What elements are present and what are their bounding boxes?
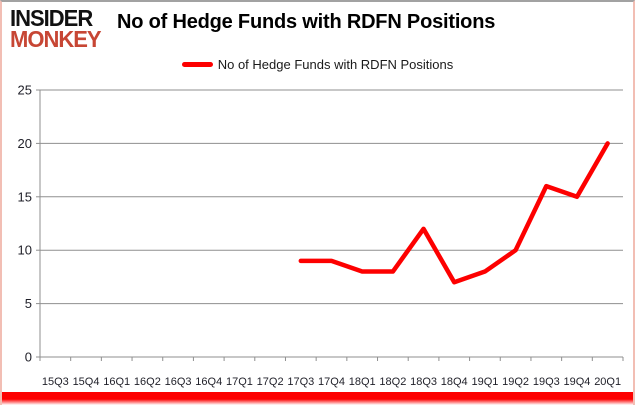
x-tick-label: 15Q3 [42,376,69,388]
y-tick-label: 0 [25,350,32,365]
bottom-accent-bar [2,392,633,405]
y-tick-label: 15 [18,189,32,204]
page-title: No of Hedge Funds with RDFN Positions [117,11,496,33]
x-tick-label: 19Q3 [533,376,560,388]
logo-line-monkey: MONKEY [10,25,102,52]
y-tick-label: 10 [18,243,32,258]
x-tick-label: 19Q1 [471,376,498,388]
y-tick-label: 20 [18,136,32,151]
y-tick-label: 25 [18,83,32,98]
y-tick-label: 5 [25,296,32,311]
x-tick-label: 17Q1 [226,376,253,388]
x-tick-label: 16Q1 [103,376,130,388]
x-tick-label: 16Q2 [134,376,161,388]
x-tick-label: 16Q4 [195,376,222,388]
legend-label: No of Hedge Funds with RDFN Positions [217,57,454,72]
logo-line-insider: INSIDER [10,4,93,32]
insider-monkey-logo: INSIDER MONKEY [10,4,102,52]
x-tick-label: 16Q3 [165,376,192,388]
chart-legend: No of Hedge Funds with RDFN Positions [2,57,633,72]
legend-line-swatch [181,62,213,67]
series-line [298,141,610,285]
x-tick-label: 20Q1 [594,376,621,388]
x-tick-label: 19Q4 [564,376,591,388]
x-tick-label: 18Q3 [410,376,437,388]
x-tick-label: 17Q2 [257,376,284,388]
x-tick-label: 17Q3 [287,376,314,388]
x-tick-label: 18Q1 [349,376,376,388]
x-tick-label: 18Q2 [379,376,406,388]
x-tick-label: 18Q4 [441,376,468,388]
x-tick-label: 17Q4 [318,376,345,388]
x-tick-label: 15Q4 [73,376,100,388]
x-tick-label: 19Q2 [502,376,529,388]
